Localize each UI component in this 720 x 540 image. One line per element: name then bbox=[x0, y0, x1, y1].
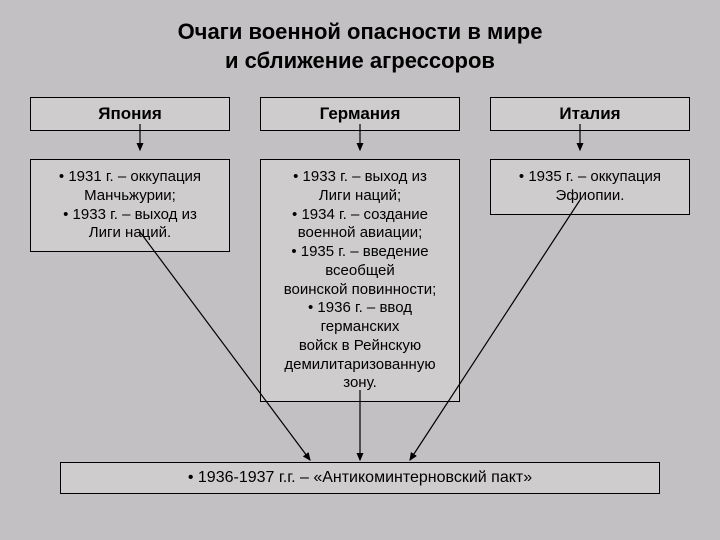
column-italy: Италия • 1935 г. – оккупация Эфиопии. bbox=[490, 97, 690, 402]
body-japan: • 1931 г. – оккупация Манчьжурии; • 1933… bbox=[30, 159, 230, 252]
body-germany: • 1933 г. – выход из Лиги наций; • 1934 … bbox=[260, 159, 460, 402]
column-germany: Германия • 1933 г. – выход из Лиги наций… bbox=[260, 97, 460, 402]
columns-container: Япония • 1931 г. – оккупация Манчьжурии;… bbox=[0, 97, 720, 402]
column-japan: Япония • 1931 г. – оккупация Манчьжурии;… bbox=[30, 97, 230, 402]
bottom-box: • 1936-1937 г.г. – «Антикоминтерновский … bbox=[60, 462, 660, 494]
header-germany: Германия bbox=[260, 97, 460, 131]
slide-title: Очаги военной опасности в мире и сближен… bbox=[0, 0, 720, 75]
header-japan: Япония bbox=[30, 97, 230, 131]
body-italy: • 1935 г. – оккупация Эфиопии. bbox=[490, 159, 690, 215]
header-italy: Италия bbox=[490, 97, 690, 131]
title-line-1: Очаги военной опасности в мире bbox=[0, 18, 720, 47]
title-line-2: и сближение агрессоров bbox=[0, 47, 720, 76]
